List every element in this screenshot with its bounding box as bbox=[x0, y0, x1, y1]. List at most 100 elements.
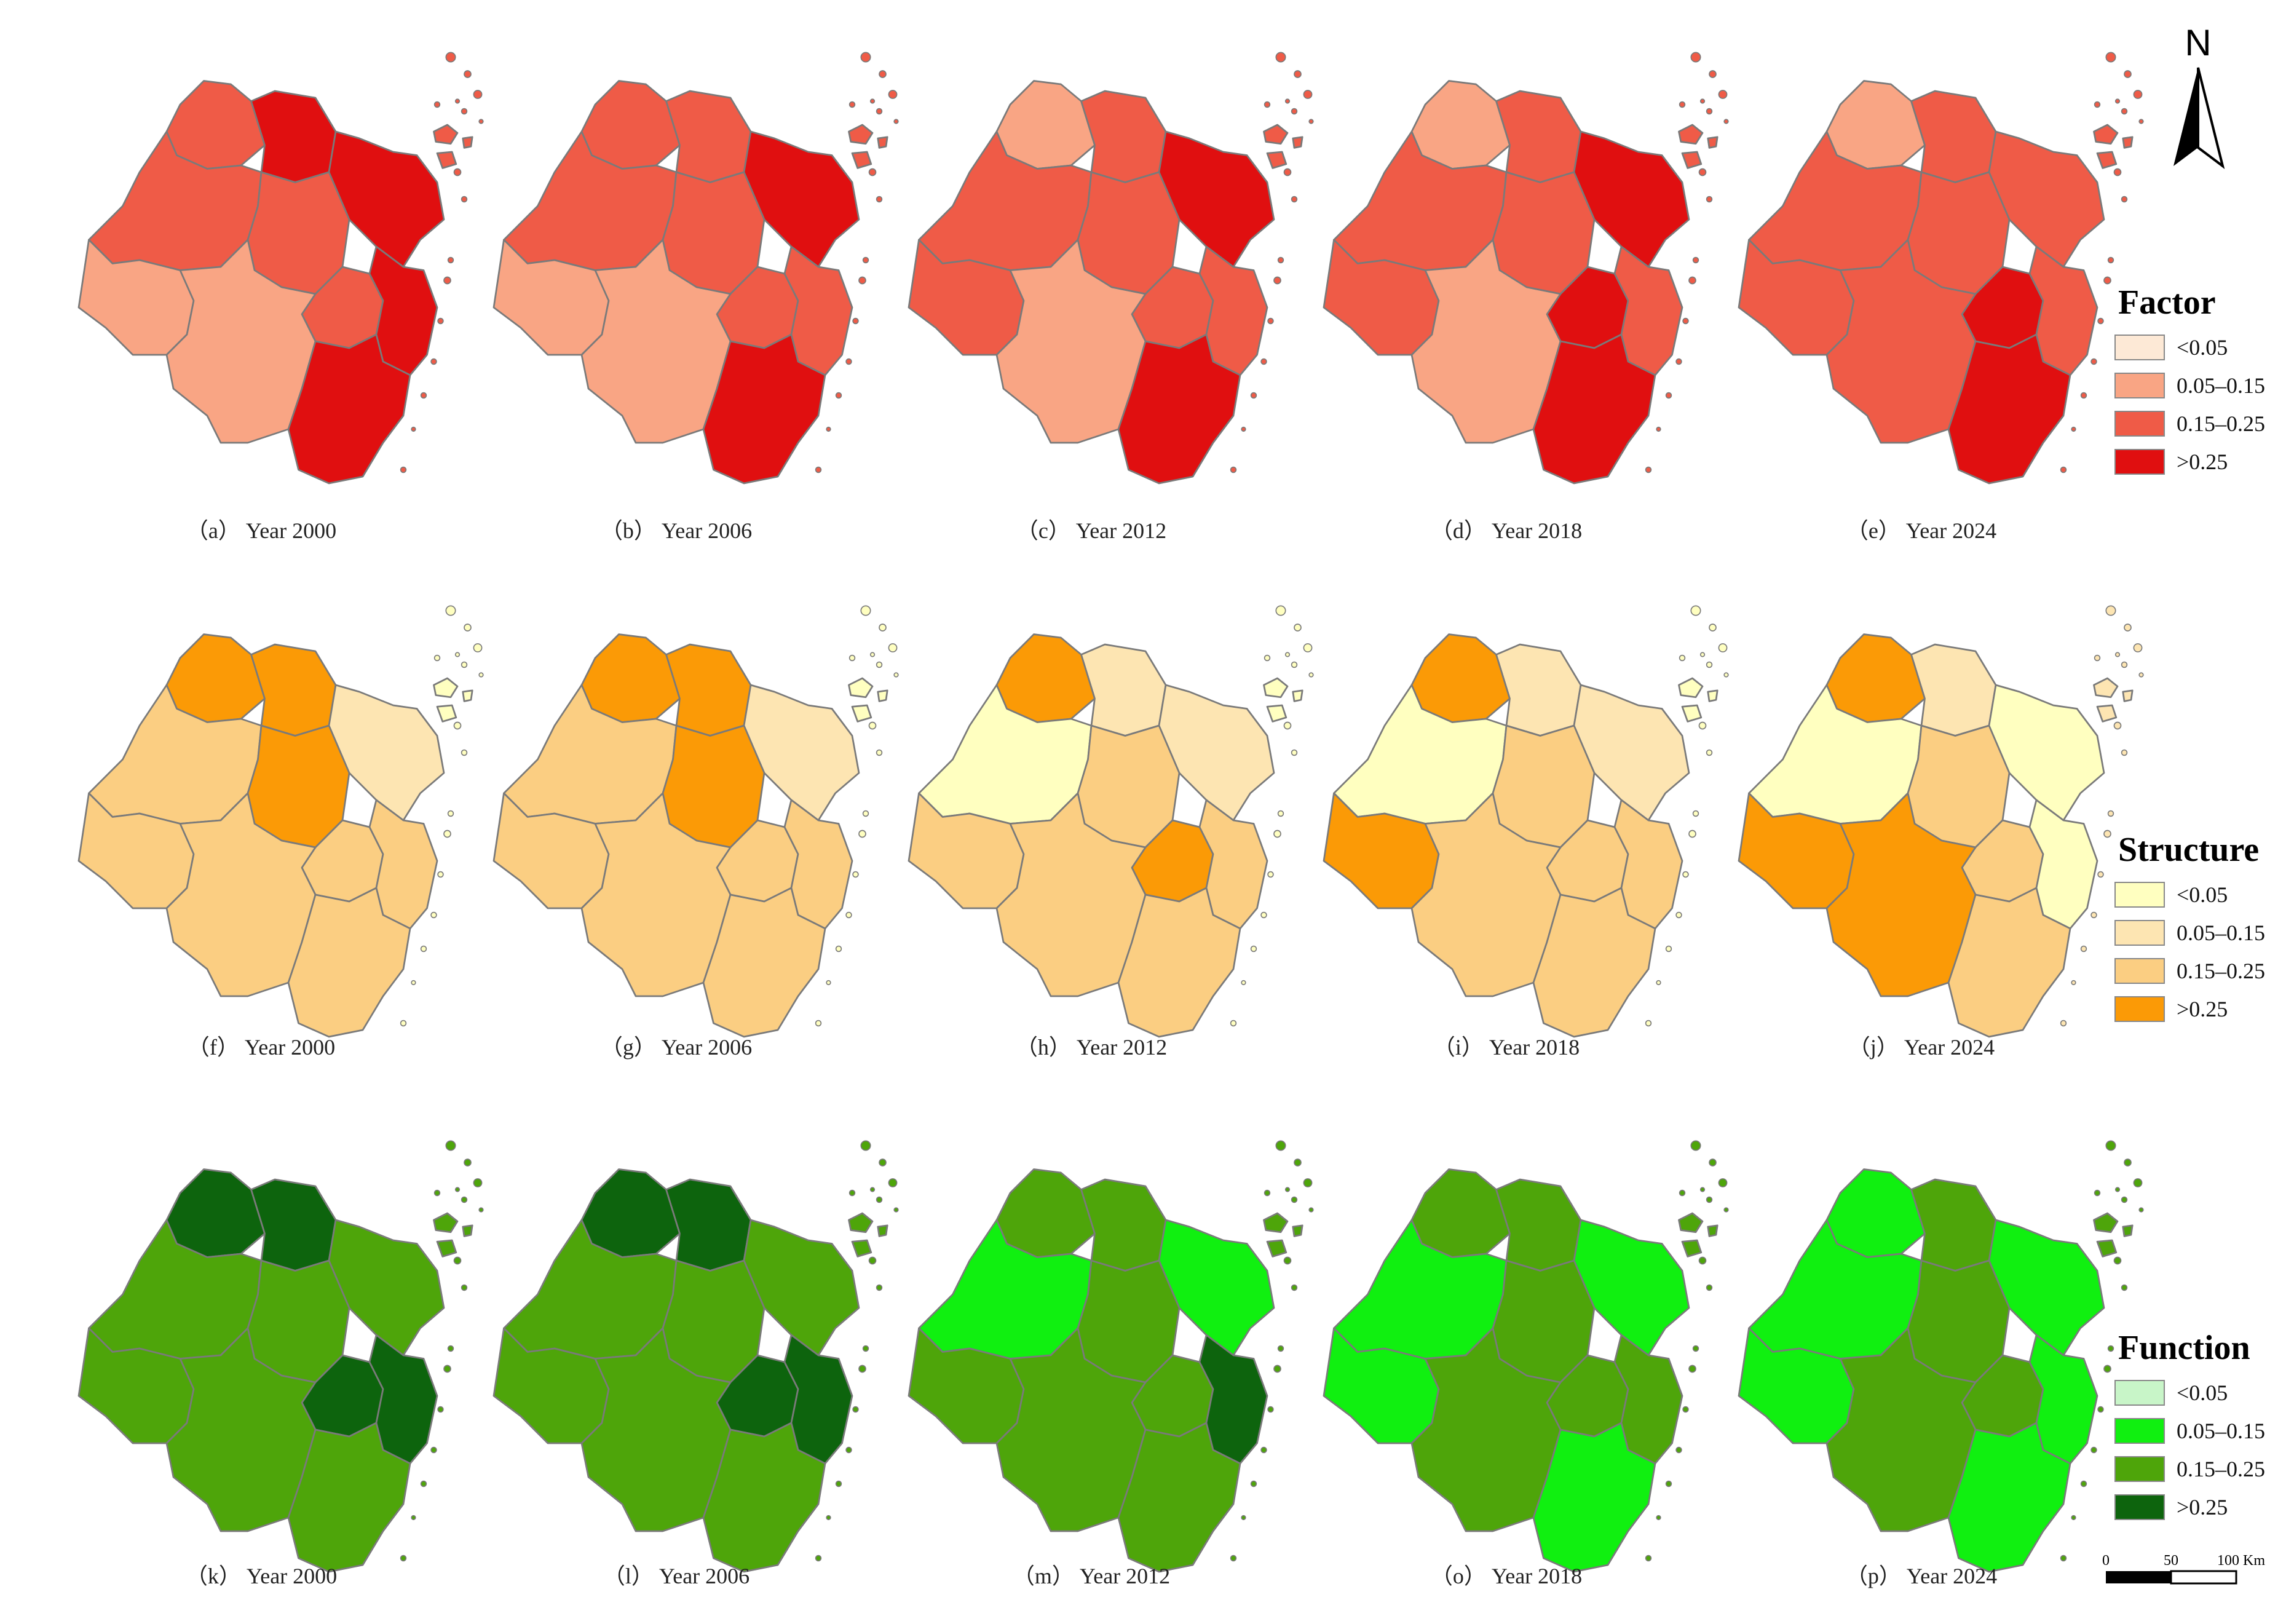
island-8 bbox=[437, 871, 444, 878]
island-12 bbox=[1230, 1020, 1237, 1027]
island-15 bbox=[1679, 1189, 1686, 1197]
island-11 bbox=[826, 426, 831, 432]
island-4 bbox=[2113, 168, 2122, 176]
region-north-city bbox=[1910, 643, 1997, 737]
island-12 bbox=[400, 1020, 407, 1027]
island-14 bbox=[893, 119, 899, 124]
island-10 bbox=[1665, 945, 1672, 953]
region-archipelago-city bbox=[2093, 124, 2134, 169]
island-8 bbox=[437, 317, 444, 325]
island-14 bbox=[478, 119, 484, 124]
island-3 bbox=[888, 1178, 898, 1187]
map-panel-function-3 bbox=[908, 1140, 1314, 1573]
island-11 bbox=[826, 980, 831, 986]
island-2 bbox=[1709, 624, 1717, 632]
island-13 bbox=[461, 1196, 468, 1203]
region-south-east-city bbox=[1532, 887, 1656, 1038]
panel-caption-2: （g） Year 2006 bbox=[601, 1035, 752, 1060]
island-5 bbox=[876, 196, 883, 203]
island-3 bbox=[1718, 1178, 1728, 1187]
island-10 bbox=[420, 1480, 427, 1487]
island-15 bbox=[848, 654, 856, 662]
island-14 bbox=[2138, 1207, 2144, 1213]
island-10 bbox=[420, 945, 427, 953]
panel-caption-3: （h） Year 2012 bbox=[1016, 1035, 1167, 1060]
island-9 bbox=[1675, 358, 1682, 365]
map-panel-factor-1 bbox=[77, 52, 484, 485]
island-8 bbox=[1682, 871, 1689, 878]
island-8 bbox=[852, 1406, 859, 1413]
island-2 bbox=[2124, 1159, 2132, 1167]
island-14 bbox=[893, 1207, 899, 1213]
region-north-city bbox=[250, 643, 337, 737]
island-8 bbox=[1682, 317, 1689, 325]
region-north-city bbox=[1910, 90, 1997, 183]
island-9 bbox=[845, 358, 852, 365]
island-5 bbox=[1706, 196, 1713, 203]
panel-caption-1: （k） Year 2000 bbox=[186, 1564, 337, 1588]
island-15 bbox=[1264, 654, 1271, 662]
island-1 bbox=[2105, 605, 2116, 616]
island-13 bbox=[876, 1196, 883, 1203]
legend-swatch-structure-0 bbox=[2114, 882, 2165, 908]
island-4 bbox=[2113, 1256, 2122, 1265]
island-14 bbox=[2138, 119, 2144, 124]
island-11 bbox=[1241, 1515, 1246, 1521]
region-archipelago-city bbox=[2093, 677, 2134, 723]
map-panel-structure-1 bbox=[77, 605, 484, 1038]
north-arrow-right-half bbox=[2197, 67, 2225, 169]
island-5 bbox=[461, 749, 468, 756]
map-panel-structure-2 bbox=[492, 605, 899, 1038]
island-15 bbox=[848, 101, 856, 108]
island-15 bbox=[1264, 1189, 1271, 1197]
island-10 bbox=[835, 1480, 842, 1487]
region-archipelago-city bbox=[1678, 677, 1719, 723]
island-3 bbox=[1718, 90, 1728, 99]
island-13 bbox=[2121, 661, 2128, 668]
island-4 bbox=[453, 1256, 462, 1265]
island-12 bbox=[2060, 1020, 2067, 1027]
island-3 bbox=[1303, 90, 1313, 99]
island-9 bbox=[845, 911, 852, 919]
legend-label-function-0: <0.05 bbox=[2177, 1380, 2228, 1405]
region-north-west-city bbox=[1410, 1168, 1511, 1258]
island-6 bbox=[862, 810, 869, 817]
island-2 bbox=[2124, 70, 2132, 78]
region-archipelago-city bbox=[848, 677, 888, 723]
island-13 bbox=[876, 108, 883, 115]
region-south-east-city bbox=[702, 1422, 826, 1573]
island-6 bbox=[1692, 256, 1699, 264]
island-15 bbox=[433, 654, 441, 662]
legend-label-factor-0: <0.05 bbox=[2177, 335, 2228, 360]
island-5 bbox=[2121, 1284, 2128, 1291]
legend-label-factor-1: 0.05–0.15 bbox=[2177, 373, 2265, 398]
island-16 bbox=[869, 98, 876, 104]
legend-title-factor: Factor bbox=[2118, 283, 2216, 322]
region-north-city bbox=[665, 643, 752, 737]
map-panel-function-5 bbox=[1738, 1140, 2144, 1573]
island-2 bbox=[2124, 624, 2132, 632]
island-5 bbox=[1291, 749, 1298, 756]
region-north-city bbox=[1495, 643, 1582, 737]
island-9 bbox=[1260, 358, 1267, 365]
region-south-east-city bbox=[1117, 1422, 1241, 1573]
legend-swatch-function-1 bbox=[2114, 1418, 2165, 1444]
legend-title-function: Function bbox=[2118, 1329, 2250, 1367]
island-5 bbox=[1706, 749, 1713, 756]
island-6 bbox=[447, 1345, 454, 1352]
island-3 bbox=[473, 643, 483, 652]
island-1 bbox=[1690, 605, 1701, 616]
island-10 bbox=[1250, 1480, 1257, 1487]
island-15 bbox=[1679, 101, 1686, 108]
scale-bar-white-segment bbox=[2170, 1570, 2237, 1585]
region-north-west-city bbox=[1410, 80, 1511, 170]
region-archipelago-city bbox=[1263, 1212, 1303, 1258]
panel-caption-5: （e） Year 2024 bbox=[1846, 518, 1996, 543]
island-7 bbox=[2103, 1365, 2111, 1373]
legend-swatch-factor-1 bbox=[2114, 373, 2165, 398]
island-12 bbox=[815, 1555, 822, 1562]
island-11 bbox=[2071, 980, 2076, 986]
island-12 bbox=[2060, 466, 2067, 473]
island-3 bbox=[1718, 643, 1728, 652]
